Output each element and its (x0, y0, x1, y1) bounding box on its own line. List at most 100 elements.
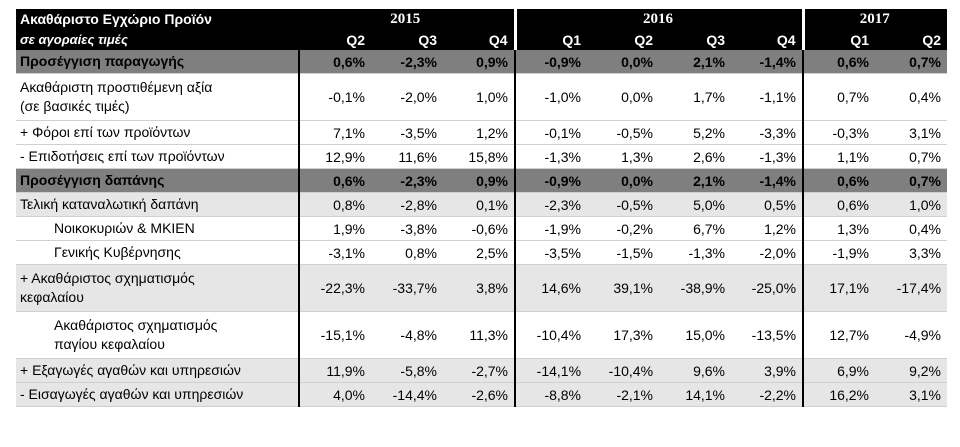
value-cell: -3,5% (371, 120, 443, 145)
quarter-header: Q1 (513, 29, 588, 50)
value-cell: 1,3% (587, 144, 660, 169)
value-cell: -25,0% (731, 264, 804, 312)
table-row: + Ακαθάριστος σχηματισμός κεφαλαίου -22,3… (16, 264, 948, 312)
value-cell: -17,4% (875, 264, 948, 312)
table-row: + Εξαγωγές αγαθών και υπηρεσιών 11,9% -5,8… (16, 358, 948, 383)
value-cell: 1,0% (443, 73, 516, 121)
value-cell: 0,4% (875, 73, 948, 121)
value-cell: -4,8% (371, 311, 443, 359)
value-cell: -0,5% (587, 120, 660, 145)
row-label-text: + Ακαθάριστος σχηματισμός κεφαλαίου (20, 270, 195, 305)
value-cell: 0,8% (298, 192, 371, 217)
value-cell: -1,3% (731, 144, 804, 169)
value-cell: 0,7% (875, 50, 948, 74)
value-cell: -1,3% (514, 144, 588, 169)
row-label: Ακαθάριστος σχηματισμός παγίου κεφαλαίου (16, 311, 299, 359)
quarter-header: Q3 (659, 29, 732, 50)
row-label: + Εξαγωγές αγαθών και υπηρεσιών (16, 358, 299, 383)
value-cell: -2,7% (443, 358, 516, 383)
value-cell: -0,9% (514, 168, 588, 193)
value-cell: -0,1% (514, 120, 588, 145)
table-row: - Επιδοτήσεις επί των προϊόντων 12,9% 11,6… (16, 144, 948, 169)
value-cell: -10,4% (587, 358, 660, 383)
value-cell: 1,9% (298, 216, 371, 241)
value-cell: -0,5% (587, 192, 660, 217)
value-cell: 39,1% (587, 264, 660, 312)
value-cell: 5,0% (659, 192, 732, 217)
value-cell: -22,3% (298, 264, 371, 312)
value-cell: 3,9% (731, 358, 804, 383)
value-cell: 0,6% (298, 168, 371, 193)
quarter-header: Q2 (875, 29, 948, 50)
value-cell: -8,8% (514, 382, 588, 407)
quarter-header: Q4 (731, 29, 804, 50)
value-cell: 6,7% (659, 216, 732, 241)
value-cell: -2,0% (371, 73, 443, 121)
value-cell: -14,4% (371, 382, 443, 407)
value-cell: 2,5% (443, 240, 516, 265)
gdp-table-container: Ακαθάριστο Εγχώριο Προϊόν 2015 2016 2017… (16, 9, 948, 407)
row-label: + Φόροι επί των προϊόντων (16, 120, 299, 145)
value-cell: 2,6% (659, 144, 732, 169)
value-cell: -1,9% (514, 216, 588, 241)
value-cell: 3,8% (443, 264, 516, 312)
value-cell: -13,5% (731, 311, 804, 359)
value-cell: 2,1% (659, 168, 732, 193)
value-cell: 0,6% (802, 168, 876, 193)
quarter-header: Q2 (587, 29, 660, 50)
row-label: Τελική καταναλωτική δαπάνη (16, 192, 299, 217)
quarter-header: Q1 (801, 29, 876, 50)
table-row: Προσέγγιση παραγωγής 0,6% -2,3% 0,9% -0,9% 0,… (16, 50, 948, 74)
value-cell: 7,1% (298, 120, 371, 145)
value-cell: 1,2% (731, 216, 804, 241)
value-cell: 0,6% (802, 50, 876, 74)
value-cell: 17,1% (802, 264, 876, 312)
value-cell: 11,6% (371, 144, 443, 169)
value-cell: 14,6% (514, 264, 588, 312)
value-cell: -1,9% (802, 240, 876, 265)
value-cell: -15,1% (298, 311, 371, 359)
table-row: Προσέγγιση δαπάνης 0,6% -2,3% 0,9% -0,9% 0,0%… (16, 168, 948, 193)
value-cell: 0,5% (731, 192, 804, 217)
value-cell: 0,7% (875, 168, 948, 193)
value-cell: 0,7% (802, 73, 876, 121)
value-cell: -38,9% (659, 264, 732, 312)
row-label: Ακαθάριστη προστιθέμενη αξία (σε βασικές… (16, 73, 299, 121)
row-label: - Εισαγωγές αγαθών και υπηρεσιών (16, 382, 299, 407)
value-cell: 15,8% (443, 144, 516, 169)
value-cell: 0,6% (802, 192, 876, 217)
value-cell: 11,3% (443, 311, 516, 359)
header-years-row: Ακαθάριστο Εγχώριο Προϊόν 2015 2016 2017 (16, 9, 948, 29)
row-label-text: Προσέγγιση παραγωγής (20, 53, 185, 69)
value-cell: -10,4% (514, 311, 588, 359)
value-cell: -2,3% (371, 50, 443, 74)
value-cell: -2,6% (443, 382, 516, 407)
value-cell: 9,6% (659, 358, 732, 383)
value-cell: -1,0% (514, 73, 588, 121)
row-label-text: Νοικοκυριών & ΜΚΙΕΝ (54, 220, 195, 236)
value-cell: 4,0% (298, 382, 371, 407)
value-cell: -0,1% (298, 73, 371, 121)
value-cell: 1,3% (802, 216, 876, 241)
value-cell: 15,0% (659, 311, 732, 359)
row-label-text: - Εισαγωγές αγαθών και υπηρεσιών (20, 386, 244, 402)
row-label: - Επιδοτήσεις επί των προϊόντων (16, 144, 299, 169)
table-row: Νοικοκυριών & ΜΚΙΕΝ 1,9% -3,8% -0,6% -1,9% -0… (16, 216, 948, 241)
value-cell: -2,3% (371, 168, 443, 193)
value-cell: 16,2% (802, 382, 876, 407)
value-cell: 0,1% (443, 192, 516, 217)
value-cell: 9,2% (875, 358, 948, 383)
value-cell: -3,1% (298, 240, 371, 265)
table-title: Ακαθάριστο Εγχώριο Προϊόν (16, 9, 299, 29)
value-cell: -2,1% (587, 382, 660, 407)
row-label-text: Προσέγγιση δαπάνης (20, 172, 165, 188)
value-cell: 12,7% (802, 311, 876, 359)
value-cell: 0,0% (587, 50, 660, 74)
row-label: Νοικοκυριών & ΜΚΙΕΝ (16, 216, 299, 241)
quarter-header: Q3 (371, 29, 443, 50)
table-row: Τελική καταναλωτική δαπάνη 0,8% -2,8% 0,1% -… (16, 192, 948, 217)
value-cell: 6,9% (802, 358, 876, 383)
table-row: Ακαθάριστος σχηματισμός παγίου κεφαλαίου… (16, 311, 948, 359)
value-cell: 3,1% (875, 382, 948, 407)
value-cell: 11,9% (298, 358, 371, 383)
